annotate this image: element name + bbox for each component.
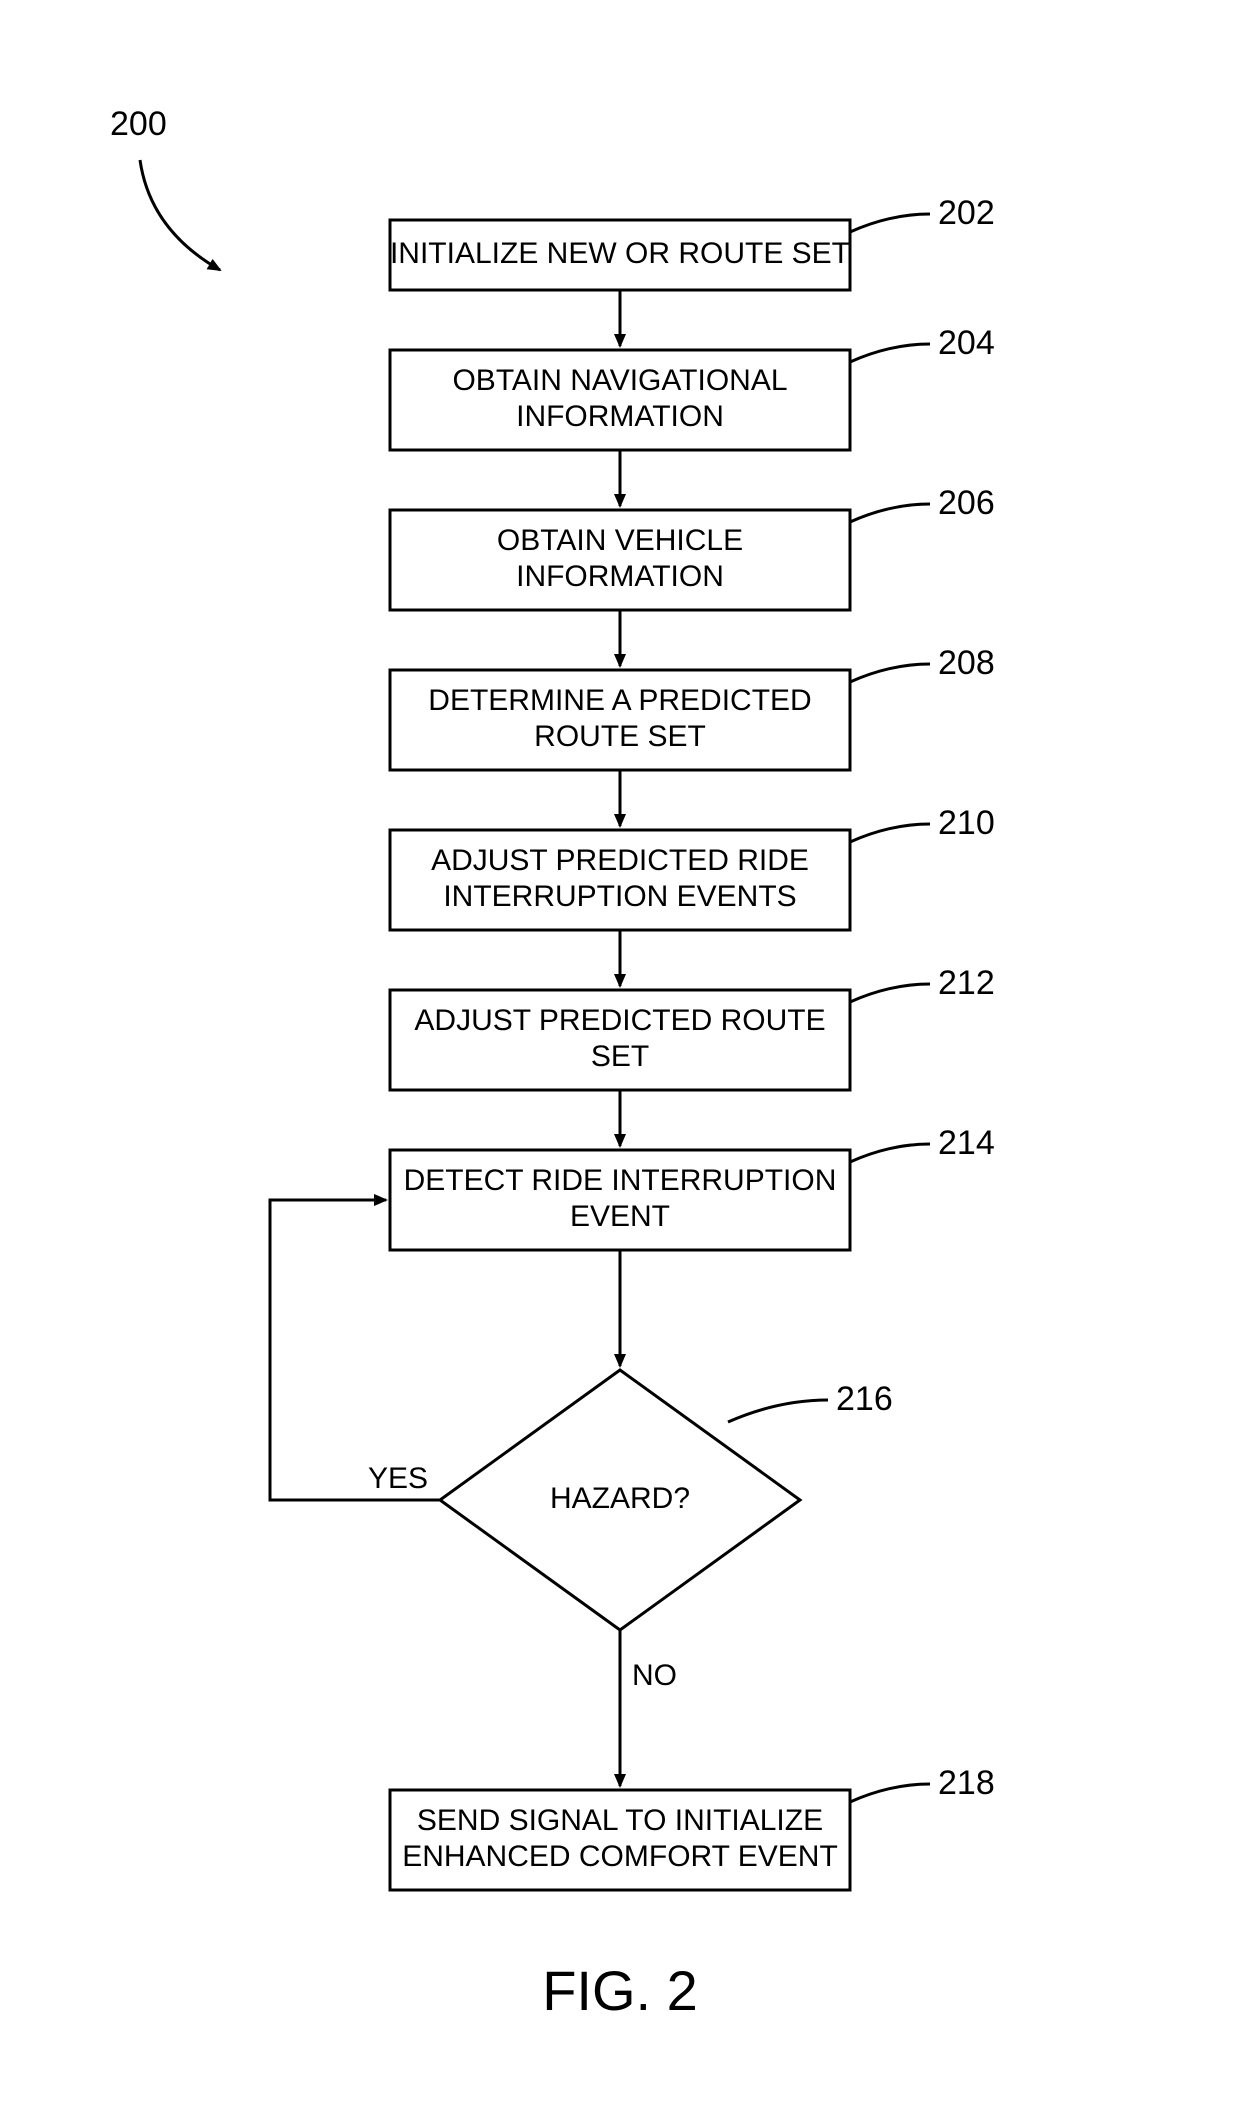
ref-leader-206 [850, 504, 930, 522]
ref-label-206: 206 [938, 484, 995, 522]
ref-label-208: 208 [938, 644, 995, 682]
ref-leader-216 [728, 1400, 828, 1422]
ref-label-210: 210 [938, 804, 995, 842]
ref-label-212: 212 [938, 964, 995, 1002]
box-label-208: DETERMINE A PREDICTED [428, 684, 811, 717]
box-label-214: EVENT [570, 1200, 670, 1233]
diagram-ref: 200 [110, 105, 167, 143]
ref-leader-204 [850, 344, 930, 362]
box-label-206: OBTAIN VEHICLE [497, 524, 743, 557]
ref-leader-210 [850, 824, 930, 842]
box-label-218: ENHANCED COMFORT EVENT [402, 1840, 838, 1873]
box-label-202: INITIALIZE NEW OR ROUTE SET [390, 237, 850, 270]
edge-label-no: NO [632, 1659, 677, 1692]
ref-label-218: 218 [938, 1764, 995, 1802]
figure-caption: FIG. 2 [542, 1959, 698, 2022]
ref-leader-218 [850, 1784, 930, 1802]
ref-leader-214 [850, 1144, 930, 1162]
ref-label-216: 216 [836, 1380, 893, 1418]
ref-leader-212 [850, 984, 930, 1002]
decision-label-216: HAZARD? [550, 1482, 690, 1515]
box-label-212: SET [591, 1040, 649, 1073]
box-label-214: DETECT RIDE INTERRUPTION [404, 1164, 837, 1197]
ref-label-204: 204 [938, 324, 995, 362]
ref-leader-202 [850, 214, 930, 232]
flowchart: INITIALIZE NEW OR ROUTE SET 202 OBTAIN NAV… [0, 0, 1240, 2126]
ref-leader-208 [850, 664, 930, 682]
box-label-204: OBTAIN NAVIGATIONAL [452, 364, 787, 397]
box-label-206: INFORMATION [516, 560, 724, 593]
box-label-210: ADJUST PREDICTED RIDE [431, 844, 809, 877]
diagram-ref-arrow [140, 160, 220, 270]
box-label-210: INTERRUPTION EVENTS [443, 880, 796, 913]
box-label-212: ADJUST PREDICTED ROUTE [414, 1004, 825, 1037]
box-label-208: ROUTE SET [534, 720, 706, 753]
ref-label-202: 202 [938, 194, 995, 232]
edge-label-yes: YES [368, 1462, 428, 1495]
box-label-204: INFORMATION [516, 400, 724, 433]
ref-label-214: 214 [938, 1124, 995, 1162]
box-label-218: SEND SIGNAL TO INITIALIZE [417, 1804, 823, 1837]
